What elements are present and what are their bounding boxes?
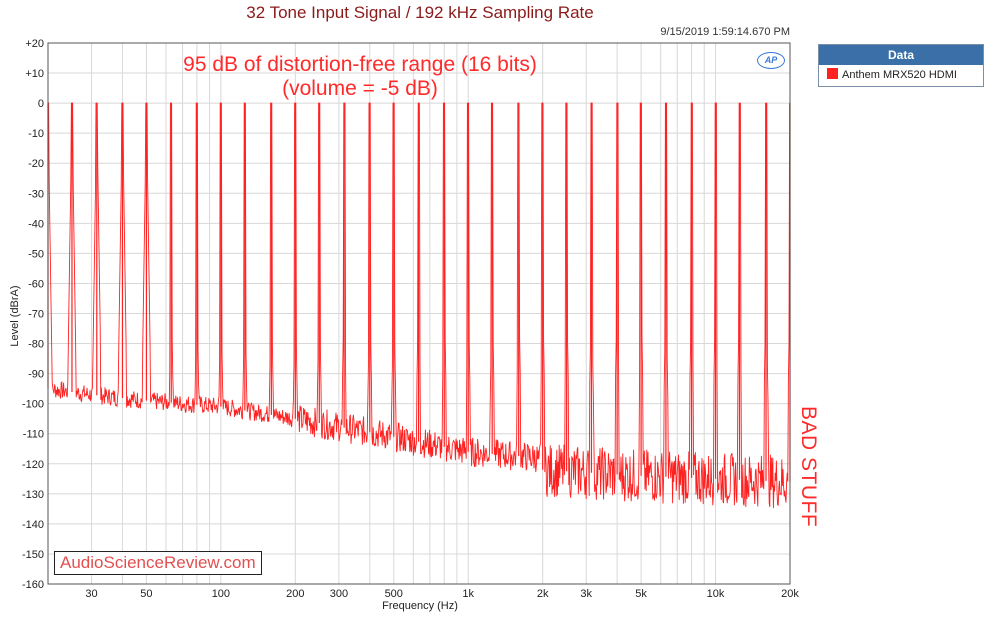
x-tick-label: 2k: [537, 588, 549, 600]
legend: Data Anthem MRX520 HDMI: [818, 44, 984, 87]
annotation-volume: (volume = -5 dB): [282, 77, 438, 100]
x-tick-label: 500: [385, 588, 403, 600]
y-tick-label: -80: [28, 339, 44, 351]
y-tick-label: 0: [38, 98, 44, 110]
legend-swatch-icon: [827, 68, 838, 79]
x-tick-label: 50: [140, 588, 152, 600]
chart-title: 32 Tone Input Signal / 192 kHz Sampling …: [246, 3, 594, 22]
y-tick-label: -140: [22, 519, 44, 531]
x-axis-ticks: 30 50 100 200 300 500 1k 2k 3k 5k 10k 20k: [85, 588, 799, 600]
y-tick-label: -20: [28, 158, 44, 170]
y-tick-label: -130: [22, 489, 44, 501]
x-tick-label: 1k: [462, 588, 474, 600]
y-tick-label: -100: [22, 399, 44, 411]
y-tick-label: -120: [22, 459, 44, 471]
ap-logo-icon: AP: [757, 52, 785, 69]
watermark: AudioScienceReview.com: [54, 551, 262, 575]
y-tick-label: -50: [28, 248, 44, 260]
y-tick-label: -110: [23, 429, 44, 441]
y-axis-label: Level (dBrA): [9, 285, 21, 347]
y-tick-label: -90: [28, 369, 44, 381]
x-tick-label: 10k: [707, 588, 725, 600]
legend-title: Data: [819, 45, 983, 65]
legend-series-name: Anthem MRX520 HDMI: [842, 69, 957, 81]
x-tick-label: 300: [330, 588, 348, 600]
x-tick-label: 30: [85, 588, 97, 600]
y-tick-label: -70: [28, 309, 44, 321]
annotation-bad-stuff: BAD STUFF: [797, 406, 820, 528]
annotation-range: 95 dB of distortion-free range (16 bits): [183, 53, 537, 76]
x-tick-label: 200: [286, 588, 304, 600]
x-tick-label: 100: [212, 588, 230, 600]
trace-anthem-mrx520: [48, 102, 791, 509]
x-axis-label: Frequency (Hz): [382, 600, 458, 612]
y-axis-ticks: +20 +10 0 -10 -20 -30 -40 -50 -60 -70 -80 -90 -100 -1…: [22, 38, 44, 591]
y-tick-label: +20: [25, 38, 44, 50]
y-tick-label: +10: [25, 68, 44, 80]
plot-frame: [47, 42, 791, 585]
x-tick-label: 20k: [781, 588, 799, 600]
y-tick-label: -160: [22, 579, 44, 591]
y-tick-label: -60: [28, 278, 44, 290]
y-tick-label: -30: [28, 188, 44, 200]
trace-layer: [47, 102, 791, 509]
x-tick-label: 5k: [635, 588, 647, 600]
y-tick-label: -150: [22, 549, 44, 561]
y-tick-label: -10: [28, 128, 44, 140]
x-tick-label: 3k: [580, 588, 592, 600]
timestamp: 9/15/2019 1:59:14.670 PM: [660, 26, 790, 38]
legend-entry: Anthem MRX520 HDMI: [819, 65, 983, 81]
y-tick-label: -40: [28, 218, 44, 230]
